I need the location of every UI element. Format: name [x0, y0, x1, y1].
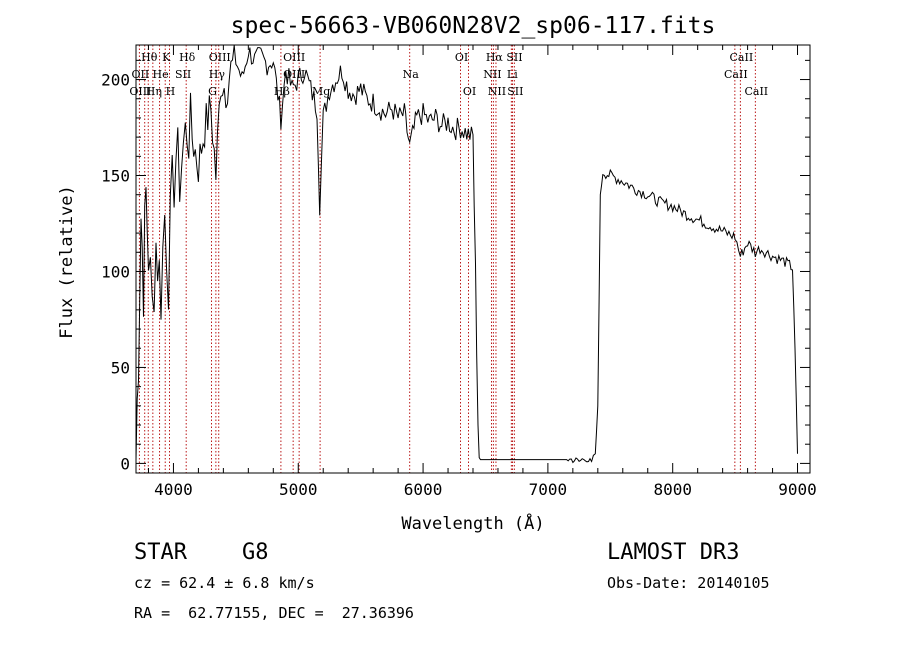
y-axis-label: Flux (relative) [57, 185, 77, 339]
spectral-line-label: OIII [129, 85, 151, 98]
spectral-line-label: Na [403, 68, 420, 81]
spectral-line-label: CaII [744, 85, 768, 98]
x-tick-label: 4000 [154, 480, 193, 499]
spectrum-series-line [135, 44, 798, 464]
spectral-line-label: SII [507, 85, 523, 98]
x-tick-label: 6000 [404, 480, 443, 499]
redshift-velocity: cz = 62.4 ± 6.8 km/s [134, 574, 315, 592]
x-tick-label: 7000 [529, 480, 568, 499]
spectral-line-label: Hγ [209, 68, 226, 81]
spectral-line-label: SII [506, 51, 522, 64]
y-tick-label: 150 [101, 167, 130, 186]
observation-date: Obs-Date: 20140105 [607, 574, 770, 592]
spectral-line-label: CaII [724, 68, 748, 81]
y-tick-label: 0 [120, 454, 130, 473]
x-axis-label: Wavelength (Å) [401, 512, 544, 534]
spectral-line-label: Hβ [274, 85, 290, 98]
spectral-line-label: Li [507, 68, 518, 81]
plot-frame [135, 44, 811, 474]
spectral-line-label: OIII [209, 51, 231, 64]
object-subclass: G8 [242, 540, 269, 565]
spectral-line-label: Hθ [141, 51, 158, 64]
object-class: STAR [134, 540, 187, 565]
spectral-line-label: Mg [312, 85, 330, 98]
spectral-line-label: Hη [146, 85, 162, 98]
spectral-line-label: K [162, 51, 171, 64]
spectral-line-label: He [153, 68, 169, 81]
spectral-line-label: NII [483, 68, 501, 81]
x-tick-label: 5000 [279, 480, 318, 499]
spectral-line-label: H [166, 85, 176, 98]
spectral-line-label: G [208, 85, 217, 98]
x-tick-label: 8000 [653, 480, 692, 499]
spectrum-chart: spec-56663-VB060N28V2_sp06-117.fits Hθ OI… [57, 13, 817, 534]
y-tick-label: 200 [101, 71, 130, 90]
spectral-line-label: CaII [730, 51, 754, 64]
spectral-line-label: OI [463, 85, 476, 98]
spectral-line-label: Hα [486, 51, 504, 64]
spectral-line-label: Hδ [179, 51, 196, 64]
sky-coordinates: RA = 62.77155, DEC = 27.36396 [134, 604, 414, 622]
y-tick-label: 50 [111, 358, 130, 377]
spectral-line-label: NII [488, 85, 506, 98]
spectral-line-label: OI [455, 51, 468, 64]
y-tick-label: 100 [101, 262, 130, 281]
x-tick-label: 9000 [778, 480, 817, 499]
chart-title: spec-56663-VB060N28V2_sp06-117.fits [231, 13, 716, 39]
spectral-line-label: OIII [283, 51, 305, 64]
survey-name: LAMOST DR3 [607, 540, 740, 565]
spectral-line-label: SII [175, 68, 191, 81]
